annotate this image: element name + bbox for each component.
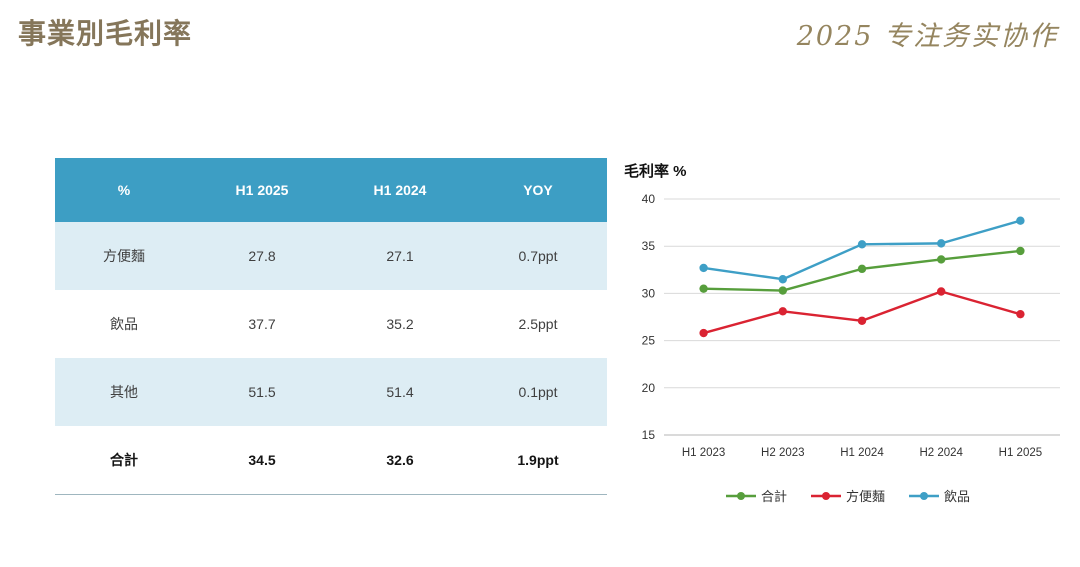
data-point — [778, 286, 787, 295]
x-tick-label: H1 2024 — [840, 447, 884, 459]
table-row: 飲品 37.7 35.2 2.5ppt — [55, 290, 607, 358]
data-point — [857, 240, 867, 249]
table-cell: 51.4 — [386, 384, 414, 400]
table-cell: 37.7 — [248, 316, 276, 332]
legend-item: 飲品 — [909, 486, 970, 505]
x-tick-label: H2 2024 — [919, 447, 963, 459]
table-header-cell: H1 2025 — [193, 158, 331, 222]
x-tick-label: H2 2023 — [761, 447, 804, 459]
y-tick-label: 15 — [642, 428, 656, 442]
watermark-text: 2025 专注务实协作 — [796, 21, 1058, 52]
chart-title: 毛利率 % — [624, 163, 687, 180]
legend-marker — [810, 491, 841, 500]
table-row: 合計 34.5 32.6 1.9ppt — [55, 426, 607, 494]
table-cell: 51.5 — [248, 384, 276, 400]
page-title: 事業別毛利率 — [18, 18, 193, 49]
data-point — [937, 255, 946, 264]
y-tick-label: 40 — [642, 192, 656, 206]
legend-label: 合計 — [760, 489, 787, 504]
legend-marker — [725, 491, 756, 500]
data-point — [937, 239, 946, 248]
table-header-cell: H1 2024 — [331, 158, 469, 222]
legend-item: 合計 — [725, 486, 787, 505]
data-point — [857, 264, 867, 274]
data-point — [1016, 216, 1025, 225]
line-chart: 15 20 25 30 35 40 H1 2023 H2 2023 H1 2024 H2 2024… — [642, 192, 1060, 459]
table-cell: 0.1ppt — [518, 384, 558, 400]
table-cell: 27.1 — [386, 248, 414, 264]
chart-legend: 合計 方便麵 飲品 — [622, 486, 1074, 505]
table-cell: 34.5 — [248, 451, 276, 468]
data-point — [937, 287, 946, 296]
table-row: 其他 51.5 51.4 0.1ppt — [55, 358, 607, 426]
table-header-cell: % — [55, 158, 193, 222]
table-cell: 1.9ppt — [517, 451, 559, 468]
margin-table: % H1 2025 H1 2024 YOY 方便麵 27.8 27.1 0.7ppt 飲… — [55, 158, 607, 495]
data-point — [699, 328, 708, 338]
data-point — [1016, 246, 1025, 256]
data-point — [778, 307, 787, 316]
legend-label: 方便麵 — [845, 489, 885, 504]
table-cell: 35.2 — [386, 316, 414, 332]
x-tick-label: H1 2023 — [682, 447, 725, 459]
table-cell: 0.7ppt — [518, 248, 558, 264]
series-line — [702, 290, 1022, 335]
table-cell: 其他 — [110, 384, 138, 400]
y-tick-label: 35 — [642, 239, 656, 253]
table-cell: 32.6 — [386, 451, 414, 468]
data-point — [857, 316, 867, 325]
data-point — [699, 263, 708, 273]
table-header-cell: YOY — [469, 158, 607, 222]
line-chart-panel: 毛利率 % 15 20 25 30 35 40 H1 2023 H2 2023 H1 2024 H… — [622, 160, 1074, 505]
table-cell: 合計 — [110, 451, 138, 468]
table-row: 方便麵 27.8 27.1 0.7ppt — [55, 222, 607, 290]
data-point — [778, 275, 787, 284]
table-cell: 方便麵 — [103, 248, 145, 264]
table-header-row: % H1 2025 H1 2024 YOY — [55, 158, 607, 222]
table-cell: 飲品 — [110, 316, 138, 332]
x-tick-label: H1 2025 — [999, 447, 1042, 459]
legend-item: 方便麵 — [810, 486, 885, 505]
legend-marker — [909, 491, 939, 500]
table-cell: 27.8 — [248, 248, 276, 264]
y-tick-label: 25 — [642, 334, 656, 348]
data-point — [699, 284, 708, 293]
table-cell: 2.5ppt — [518, 316, 558, 332]
y-tick-label: 20 — [642, 381, 656, 395]
legend-label: 飲品 — [944, 489, 971, 504]
y-tick-label: 30 — [642, 286, 656, 300]
data-point — [1016, 309, 1025, 319]
